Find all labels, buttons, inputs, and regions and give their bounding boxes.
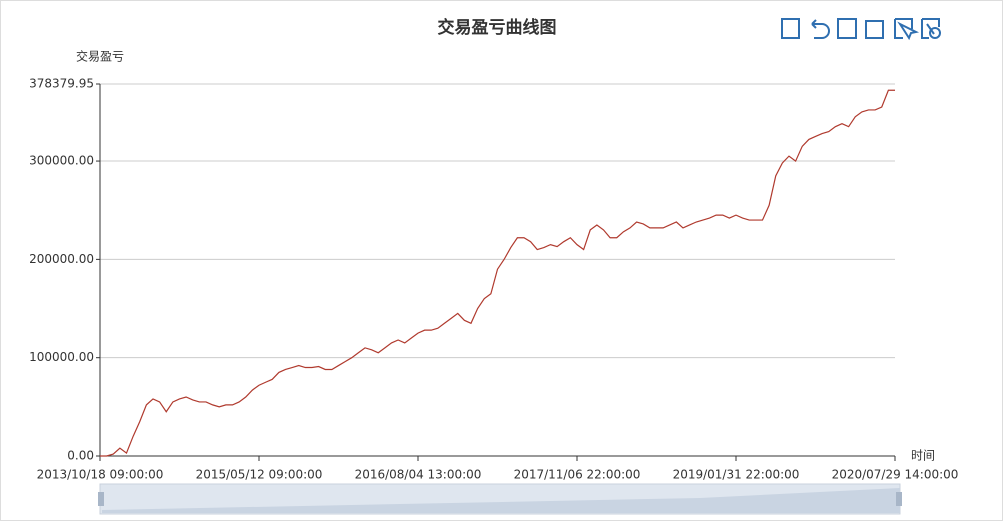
zoom-handle[interactable] (98, 492, 104, 506)
y-tick-label: 0.00 (67, 449, 94, 463)
zoom-preview (102, 488, 900, 513)
tool-clear[interactable] (921, 18, 940, 39)
x-tick-label: 2015/05/12 09:00:00 (196, 468, 323, 482)
tool-select[interactable] (894, 18, 920, 41)
x-tick-label: 2019/01/31 22:00:00 (673, 468, 800, 482)
y-tick-label: 300000.00 (29, 154, 94, 168)
x-tick-label: 2020/07/29 14:00:00 (832, 468, 959, 482)
tool-magic[interactable] (865, 20, 884, 39)
chart-title: 交易盈亏曲线图 (438, 17, 557, 38)
tool-data-view[interactable] (781, 18, 800, 39)
line-series (100, 89, 895, 457)
zoom-handle[interactable] (896, 492, 902, 506)
data-zoom[interactable] (98, 483, 902, 515)
y-tick-label: 200000.00 (29, 252, 94, 266)
x-tick-label: 2016/08/04 13:00:00 (355, 468, 482, 482)
y-axis-label: 交易盈亏 (76, 49, 124, 64)
toolbox[interactable] (781, 18, 941, 41)
tool-clear-circle[interactable] (929, 27, 941, 39)
x-tick-label: 2017/11/06 22:00:00 (514, 468, 641, 482)
y-tick-label: 378379.95 (29, 77, 94, 91)
tool-restore[interactable] (811, 19, 830, 39)
y-tick-label: 100000.00 (29, 350, 94, 364)
x-tick-label: 2013/10/18 09:00:00 (37, 468, 164, 482)
x-axis-label: 时间 (911, 449, 935, 463)
tool-zoom[interactable] (837, 18, 857, 39)
